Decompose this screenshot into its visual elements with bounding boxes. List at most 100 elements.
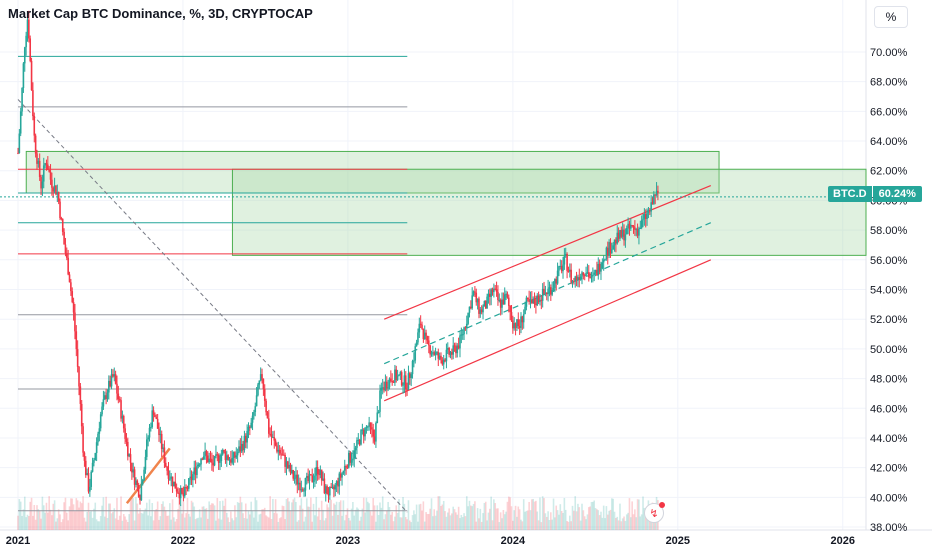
volume-bar <box>449 515 452 530</box>
candle-body <box>494 288 497 290</box>
candle-body <box>202 456 205 460</box>
volume-bar <box>346 508 349 530</box>
volume-bar <box>387 501 389 530</box>
candle-body <box>601 262 604 269</box>
candle-body <box>613 239 616 246</box>
replay-icon[interactable]: ↯ <box>644 502 665 523</box>
candle-body <box>55 185 57 195</box>
candle-body <box>480 309 483 313</box>
candle-body <box>597 263 600 276</box>
volume-bar <box>550 512 552 530</box>
candle-body <box>297 482 300 485</box>
candle-body <box>143 469 145 481</box>
candle-body <box>653 194 655 204</box>
volume-bar <box>270 519 273 530</box>
candle-body <box>470 306 472 309</box>
volume-bar <box>509 497 511 530</box>
candle-body <box>407 373 410 391</box>
volume-bar <box>329 498 331 530</box>
volume-bar <box>539 497 541 530</box>
candle-body <box>197 464 200 467</box>
candle-body <box>270 434 273 438</box>
candle-body <box>212 462 215 466</box>
volume-bar <box>415 504 418 530</box>
volume-bar <box>438 496 441 530</box>
volume-bar <box>377 515 380 530</box>
candle-body <box>121 416 124 419</box>
candle-body <box>616 232 619 244</box>
candle-body <box>483 300 486 307</box>
volume-bar <box>575 511 578 530</box>
volume-bar <box>204 508 206 530</box>
candle-body <box>57 192 60 202</box>
volume-bar <box>399 517 402 530</box>
candle-body <box>399 372 402 375</box>
candle-body <box>183 487 186 497</box>
candle-body <box>160 433 163 449</box>
candle-body <box>188 478 190 489</box>
candle-body <box>28 19 30 39</box>
candle-body <box>310 474 312 476</box>
volume-bar <box>64 497 67 530</box>
candle-body <box>434 352 437 355</box>
volume-bar <box>228 522 231 530</box>
volume-bar <box>322 509 324 530</box>
volume-bar <box>244 503 247 530</box>
candle-body <box>98 428 101 434</box>
candle-body <box>366 426 369 428</box>
volume-bar <box>472 503 475 530</box>
volume-bar <box>457 506 460 530</box>
candle-body <box>254 406 257 413</box>
candle-body <box>510 312 513 321</box>
volume-bar <box>34 519 37 530</box>
volume-bar <box>173 517 175 530</box>
volume-bar <box>587 507 590 530</box>
candle-body <box>26 19 29 36</box>
candle-body <box>448 348 450 355</box>
candle-body <box>213 455 216 466</box>
volume-bar <box>608 510 610 530</box>
candle-body <box>453 345 456 347</box>
volume-bar <box>201 506 204 530</box>
volume-bar <box>356 507 358 530</box>
candle-body <box>400 372 403 386</box>
candle-body <box>396 375 399 380</box>
candle-body <box>509 305 511 313</box>
candle-body <box>654 194 657 196</box>
candle-body <box>387 387 389 389</box>
volume-bar <box>358 520 361 530</box>
volume-bar <box>417 521 419 530</box>
volume-bar <box>255 500 258 530</box>
volume-bar <box>105 496 107 530</box>
volume-bar <box>280 517 282 530</box>
volume-bar <box>273 512 276 530</box>
candle-body <box>558 266 560 271</box>
candle-body <box>151 410 154 427</box>
candle-body <box>476 298 479 303</box>
candle-body <box>646 213 648 219</box>
candle-body <box>581 272 583 277</box>
horizontal-levels <box>18 55 408 512</box>
unit-toggle-button[interactable]: % <box>874 6 908 28</box>
y-tick-label: 54.00% <box>870 284 908 296</box>
candle-body <box>296 474 299 485</box>
volume-bar <box>308 506 311 530</box>
volume-bar <box>263 507 266 530</box>
candle-body <box>76 349 79 367</box>
volume-bar <box>650 519 652 530</box>
volume-bar <box>609 509 612 530</box>
volume-bar <box>151 503 154 530</box>
volume-bar <box>307 506 309 530</box>
candle-body <box>505 293 507 295</box>
candle-body <box>147 437 149 440</box>
candle-body <box>114 374 117 384</box>
volume-bar <box>375 521 377 530</box>
volume-bar <box>205 508 208 530</box>
volume-bar <box>221 500 224 530</box>
volume-bar <box>501 518 503 530</box>
volume-bar <box>476 508 479 530</box>
volume-bar <box>372 497 375 530</box>
candle-body <box>451 352 453 355</box>
